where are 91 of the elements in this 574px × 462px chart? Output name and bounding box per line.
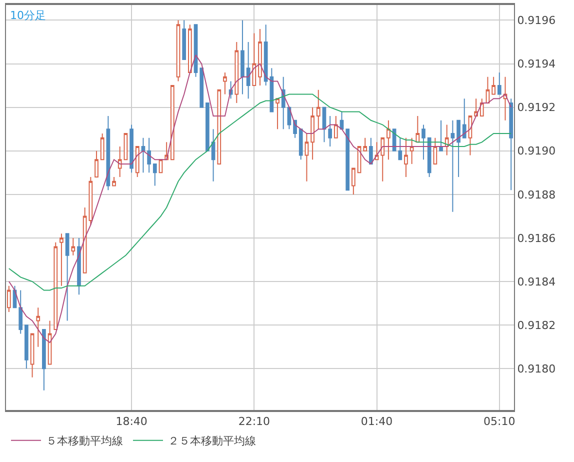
candlestick bbox=[258, 28, 262, 86]
candlestick bbox=[240, 20, 244, 95]
candlestick bbox=[456, 120, 460, 178]
candlestick bbox=[147, 137, 151, 174]
candlestick bbox=[492, 76, 496, 95]
candlestick bbox=[462, 98, 466, 138]
candlestick bbox=[334, 116, 338, 138]
candlestick bbox=[439, 120, 443, 152]
annotation: 10分足 bbox=[10, 9, 46, 22]
candlestick bbox=[30, 333, 34, 378]
candlestick bbox=[386, 120, 390, 160]
candlestick bbox=[112, 176, 116, 186]
candlestick bbox=[176, 20, 180, 82]
candlestick bbox=[223, 72, 227, 95]
candlestick bbox=[118, 146, 122, 178]
candlestick bbox=[422, 124, 426, 160]
candlestick bbox=[188, 24, 192, 73]
candlestick bbox=[298, 128, 303, 160]
candlestick bbox=[200, 68, 204, 108]
line-series bbox=[8, 94, 512, 291]
candlestick bbox=[416, 116, 420, 143]
x-tick-label: 01:40 bbox=[360, 415, 393, 428]
y-tick-label: 0.9194 bbox=[517, 58, 556, 71]
candlestick bbox=[316, 89, 320, 130]
candlestick bbox=[410, 137, 414, 164]
candlestick bbox=[24, 324, 28, 370]
y-tick-label: 0.9188 bbox=[517, 188, 556, 202]
candlestick bbox=[340, 111, 344, 130]
candlestick bbox=[124, 132, 128, 160]
candlestick bbox=[170, 85, 174, 160]
candlestick bbox=[94, 150, 98, 178]
candlestick bbox=[36, 307, 40, 348]
candlestick bbox=[106, 116, 110, 191]
y-tick-label: 0.9184 bbox=[517, 275, 556, 288]
candlestick bbox=[480, 98, 484, 117]
candlestick bbox=[211, 128, 216, 182]
candlestick bbox=[130, 124, 134, 174]
candlestick bbox=[351, 168, 356, 195]
candlestick bbox=[6, 285, 11, 313]
y-tick-label: 0.9196 bbox=[517, 14, 556, 28]
candlestick bbox=[404, 137, 408, 178]
candlestick bbox=[497, 72, 502, 95]
candlestick bbox=[380, 137, 385, 182]
candlestick bbox=[100, 132, 104, 160]
candlestick bbox=[217, 89, 222, 164]
candlestick bbox=[42, 328, 46, 391]
candlestick bbox=[77, 237, 81, 296]
candlestick bbox=[433, 137, 438, 164]
candlestick bbox=[486, 76, 490, 104]
legend-label: ５本移動平均線 bbox=[46, 434, 123, 448]
y-tick-label: 0.9192 bbox=[517, 101, 556, 114]
candlestick bbox=[152, 163, 157, 186]
candlestick bbox=[310, 106, 314, 160]
candlestick bbox=[276, 98, 280, 130]
candlestick bbox=[369, 137, 373, 164]
candlestick bbox=[65, 233, 70, 322]
candlestick bbox=[141, 137, 146, 174]
candlestick bbox=[54, 242, 58, 330]
y-tick-label: 0.9186 bbox=[517, 232, 556, 245]
candlestick bbox=[252, 32, 256, 86]
candlestick bbox=[468, 116, 472, 156]
legend-label: ２５本移動平均線 bbox=[168, 434, 256, 448]
candlestick bbox=[48, 320, 52, 365]
candlestick bbox=[234, 42, 239, 104]
x-tick-label: 05:10 bbox=[484, 415, 516, 428]
candlestick bbox=[509, 98, 514, 191]
candlestick bbox=[444, 124, 449, 156]
x-tick-label: 22:10 bbox=[238, 415, 270, 428]
candlestick bbox=[71, 237, 76, 256]
candlestick bbox=[450, 120, 455, 212]
line-series bbox=[8, 54, 512, 343]
y-tick-label: 0.9180 bbox=[517, 362, 556, 376]
y-tick-label: 0.9182 bbox=[517, 318, 556, 332]
candlestick bbox=[206, 102, 210, 152]
candlestick bbox=[264, 24, 268, 86]
candlestick bbox=[363, 137, 368, 152]
y-tick-label: 0.9190 bbox=[517, 144, 556, 158]
candlestick bbox=[374, 142, 379, 160]
candlestick bbox=[135, 146, 140, 178]
candlestick bbox=[246, 42, 250, 100]
candlestick bbox=[427, 137, 432, 178]
candlestick bbox=[182, 20, 186, 60]
candlestick bbox=[328, 116, 332, 148]
candlestick bbox=[304, 132, 309, 182]
candlestick bbox=[346, 128, 350, 191]
candlestick bbox=[322, 106, 326, 143]
candlestick bbox=[60, 233, 64, 286]
candlestick bbox=[18, 290, 23, 334]
x-tick-label: 18:40 bbox=[116, 415, 148, 428]
candlestick bbox=[503, 76, 508, 121]
candlestick bbox=[398, 137, 402, 160]
